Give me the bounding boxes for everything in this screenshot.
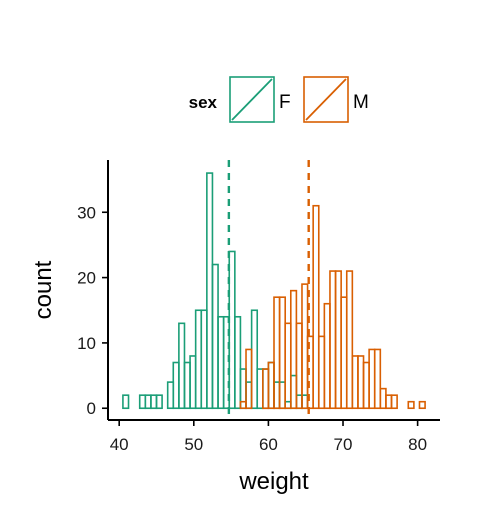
legend-key-diagonal-m — [305, 78, 347, 121]
bar-f-19 — [217, 315, 225, 410]
bar-f-28 — [267, 361, 275, 410]
legend-title: sex — [189, 93, 218, 112]
bar-m-23 — [239, 400, 247, 410]
bar-f-5 — [138, 394, 147, 410]
bar-m-31 — [284, 322, 292, 410]
y-tick-label-0: 0 — [87, 399, 96, 418]
x-tick-label-50: 50 — [184, 435, 203, 454]
x-axis-title: weight — [238, 468, 309, 495]
bar-f-17 — [206, 172, 214, 410]
bar-f-16 — [200, 309, 208, 410]
bar-f-11 — [172, 361, 180, 410]
x-tick-label-60: 60 — [259, 435, 278, 454]
bar-m-30 — [278, 296, 287, 410]
bar-f-25 — [250, 309, 259, 410]
bar-f-13 — [183, 361, 191, 410]
y-tick-label-20: 20 — [77, 269, 96, 288]
legend: sex F M — [189, 76, 369, 123]
bar-m-39 — [329, 270, 337, 410]
y-tick-label-10: 10 — [77, 334, 96, 353]
bar-m-32 — [289, 289, 298, 410]
bar-f-7 — [150, 394, 158, 410]
bar-m-28 — [267, 361, 275, 410]
bar-f-2 — [122, 394, 130, 410]
legend-label-f: F — [279, 92, 291, 113]
bar-m-44 — [357, 355, 365, 410]
x-tick-label-80: 80 — [408, 435, 427, 454]
bar-f-26 — [256, 368, 264, 410]
bar-m-53 — [407, 400, 415, 410]
bar-f-8 — [155, 394, 163, 410]
bar-m-36 — [312, 204, 320, 410]
legend-item-m: M — [303, 76, 369, 123]
bar-f-29 — [273, 381, 281, 410]
bar-f-6 — [144, 394, 152, 410]
bar-m-46 — [368, 348, 376, 410]
bar-m-40 — [334, 270, 342, 410]
bar-f-27 — [262, 368, 270, 410]
bar-m-42 — [345, 270, 354, 410]
bar-f-32 — [289, 374, 298, 410]
bar-f-10 — [166, 381, 175, 410]
bar-f-18 — [211, 263, 219, 410]
bar-m-43 — [351, 355, 359, 410]
series-m-bars — [239, 204, 426, 410]
bar-f-14 — [189, 355, 197, 410]
legend-item-f: F — [229, 76, 291, 123]
bar-f-21 — [228, 250, 236, 410]
bar-m-45 — [362, 361, 370, 410]
bar-f-31 — [284, 400, 292, 410]
bar-m-55 — [418, 400, 426, 410]
bar-m-47 — [373, 348, 382, 410]
bar-m-27 — [262, 368, 270, 410]
x-tick-label-40: 40 — [110, 435, 129, 454]
bar-f-12 — [178, 322, 186, 410]
y-axis-title: count — [30, 260, 57, 319]
bar-m-24 — [245, 348, 253, 410]
bar-m-37 — [317, 335, 326, 410]
bar-f-22 — [234, 315, 242, 410]
y-tick-label-30: 30 — [77, 203, 96, 222]
bar-m-34 — [301, 283, 309, 410]
bar-f-15 — [194, 309, 203, 410]
bar-m-49 — [385, 394, 393, 410]
x-tick-label-70: 70 — [334, 435, 353, 454]
legend-key-diagonal-f — [231, 78, 273, 121]
bar-m-50 — [390, 394, 398, 410]
bar-f-34 — [301, 394, 309, 410]
bar-m-41 — [340, 296, 348, 410]
bar-f-30 — [278, 381, 287, 410]
axes: 40 50 60 70 80 0 10 20 30 — [77, 160, 440, 454]
bar-f-33 — [295, 394, 303, 410]
mean-lines — [227, 160, 310, 420]
bar-m-48 — [379, 387, 387, 410]
bar-m-38 — [323, 302, 331, 410]
bar-f-24 — [245, 381, 253, 410]
bar-m-29 — [273, 296, 281, 410]
legend-label-m: M — [353, 92, 369, 113]
